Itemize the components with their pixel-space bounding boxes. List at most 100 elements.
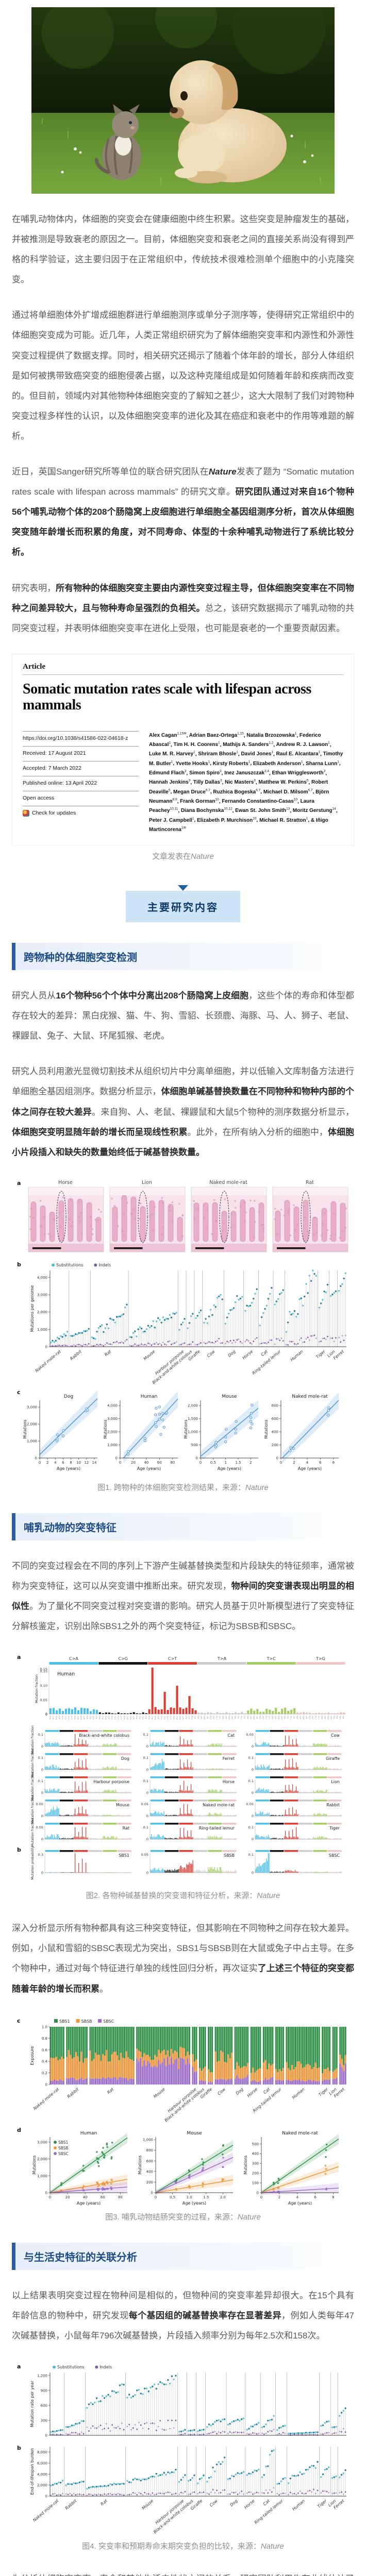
svg-text:GTT: GTT: [231, 1715, 234, 1719]
section-heading-2: 哺乳动物的突变特征: [12, 1513, 354, 1540]
svg-text:100: 100: [252, 2181, 259, 2185]
svg-text:ACA: ACA: [99, 1716, 101, 1720]
svg-text:Black-and-white colobus: Black-and-white colobus: [79, 1733, 129, 1738]
svg-text:1,000: 1,000: [107, 1443, 118, 1447]
svg-text:Substitutions: Substitutions: [57, 2365, 84, 2369]
svg-text:0: 0: [280, 1461, 282, 1465]
svg-text:60: 60: [101, 2195, 105, 2199]
svg-text:CCT: CCT: [71, 1715, 73, 1719]
svg-text:CCA: CCA: [62, 1716, 64, 1720]
figure-2: a C>A C>G C>T T>A T>C T>G 0.15 0 Human ACA ACC ACG AC…: [12, 1652, 354, 1885]
svg-text:Horse: Horse: [242, 1349, 254, 1360]
svg-text:ATT: ATT: [207, 1715, 209, 1719]
svg-text:ATG: ATG: [204, 1716, 206, 1719]
svg-text:b: b: [17, 1846, 21, 1853]
svg-text:0: 0: [45, 2433, 47, 2437]
svg-text:Naked mole-rat: Naked mole-rat: [203, 1803, 235, 1807]
svg-text:Mutations: Mutations: [32, 2155, 37, 2174]
paper-caption: 文章发表在Nature: [152, 852, 214, 861]
svg-text:400: 400: [272, 1430, 278, 1434]
svg-text:Human: Human: [141, 1394, 157, 1399]
svg-text:TCA: TCA: [87, 1716, 89, 1720]
svg-text:Ferret: Ferret: [332, 1349, 345, 1361]
svg-text:C>T: C>T: [168, 1656, 177, 1661]
svg-text:CTC: CTC: [213, 1716, 215, 1719]
svg-text:Mouse: Mouse: [222, 1394, 237, 1399]
paper-card: Article Somatic mutation rates scale wit…: [12, 653, 354, 846]
svg-text:Substitutions: Substitutions: [56, 1263, 83, 1267]
svg-text:TTA: TTA: [334, 1716, 336, 1720]
svg-text:CTG: CTG: [216, 1716, 218, 1720]
svg-text:0: 0: [115, 1456, 118, 1460]
svg-text:Ferret: Ferret: [223, 1756, 235, 1761]
svg-text:GCG: GCG: [80, 1716, 82, 1720]
svg-text:6: 6: [314, 2195, 317, 2199]
svg-text:2,000: 2,000: [37, 2157, 47, 2161]
svg-text:GCG: GCG: [129, 1716, 131, 1720]
svg-text:Cat: Cat: [260, 1349, 269, 1357]
svg-text:0.1: 0.1: [248, 1853, 254, 1857]
svg-text:GTG: GTG: [327, 1716, 329, 1720]
svg-text:GCC: GCC: [77, 1716, 79, 1720]
svg-text:Rabbit: Rabbit: [69, 1349, 82, 1361]
svg-text:80: 80: [118, 2195, 123, 2199]
kitten-illustration: [94, 104, 141, 180]
paragraph: 在哺乳动物体内，体细胞的突变会在健康细胞中终生积累。这些突变是肿瘤发生的基础，并…: [12, 214, 354, 285]
svg-text:Mutations: Mutations: [184, 1419, 188, 1438]
svg-text:2: 2: [46, 1461, 48, 1465]
kitten-puppy-photo: [31, 7, 335, 194]
svg-text:GTG: GTG: [278, 1716, 280, 1720]
svg-text:ATT: ATT: [256, 1715, 258, 1719]
svg-text:0: 0: [146, 1768, 148, 1772]
svg-text:Age (years): Age (years): [137, 1466, 161, 1471]
figure-3: c SBS1 SBSB SBSC 0 0.2 0.4 0.6 0.8 1.0 Exposure Nak…: [12, 2014, 354, 2206]
svg-text:0: 0: [41, 1768, 43, 1772]
svg-text:0.10: 0.10: [40, 1684, 47, 1688]
svg-text:0: 0: [41, 1791, 43, 1795]
svg-text:a: a: [17, 1654, 21, 1660]
svg-text:CCC: CCC: [163, 1716, 165, 1720]
svg-text:Mutations: Mutations: [243, 2155, 248, 2174]
check-for-updates-button[interactable]: Check for updates: [23, 805, 139, 821]
svg-text:3,000: 3,000: [37, 2140, 47, 2144]
svg-text:0.4: 0.4: [42, 2059, 48, 2063]
svg-text:TTG: TTG: [241, 1716, 243, 1720]
svg-text:2,000: 2,000: [188, 1404, 198, 1408]
svg-text:3,000: 3,000: [27, 1405, 37, 1410]
svg-text:Age (years): Age (years): [77, 2201, 101, 2206]
svg-text:TTG: TTG: [290, 1716, 292, 1720]
section-heading-3: 与生活史特征的关联分析: [12, 2242, 354, 2270]
svg-text:0: 0: [199, 1461, 202, 1465]
svg-text:b: b: [17, 2445, 21, 2451]
svg-text:0: 0: [146, 1744, 148, 1749]
svg-text:Horse: Horse: [246, 2087, 259, 2098]
paragraph: 为分析体细胞突变率、寿命和其他生活史性状之间的关系，研究团队利用生存曲线估计了每…: [12, 2569, 354, 2576]
svg-text:2,000: 2,000: [27, 1422, 37, 1426]
svg-text:End-of-lifespan burden: End-of-lifespan burden: [30, 2448, 35, 2495]
svg-text:Mutations per genome: Mutations per genome: [30, 1285, 35, 1332]
paper-meta-column: https://doi.org/10.1038/s41586-022-04618…: [23, 731, 139, 835]
svg-text:Mutations: Mutations: [264, 1419, 269, 1438]
svg-text:3,000: 3,000: [107, 1417, 118, 1421]
svg-text:SBSB: SBSB: [58, 2146, 69, 2150]
svg-text:Human: Human: [291, 2499, 306, 2512]
svg-text:Dog: Dog: [229, 2499, 239, 2507]
svg-text:Rat: Rat: [306, 1180, 314, 1185]
svg-text:TTA: TTA: [235, 1716, 237, 1720]
svg-text:GCT: GCT: [182, 1715, 184, 1719]
svg-text:TCG: TCG: [93, 1716, 95, 1720]
svg-text:Age (years): Age (years): [288, 2201, 312, 2206]
svg-text:8,000: 8,000: [37, 2450, 47, 2454]
svg-text:0: 0: [155, 2195, 157, 2199]
svg-text:ATC: ATC: [300, 1716, 302, 1719]
svg-text:ATA: ATA: [197, 1716, 199, 1719]
paper-doi-link[interactable]: https://doi.org/10.1038/s41586-022-04618…: [23, 731, 139, 746]
check-for-updates-icon: [23, 809, 29, 817]
svg-text:SBSC: SBSC: [329, 1853, 340, 1858]
svg-text:Rabbit: Rabbit: [326, 1803, 340, 1807]
svg-text:TCA: TCA: [136, 1716, 138, 1720]
paragraph: 研究表明，所有物种的体细胞突变主要由内源性突变过程主导，但体细胞突变率在不同物种…: [12, 583, 355, 633]
svg-text:GTT: GTT: [330, 1715, 332, 1719]
svg-text:Age (years): Age (years): [298, 1466, 322, 1471]
